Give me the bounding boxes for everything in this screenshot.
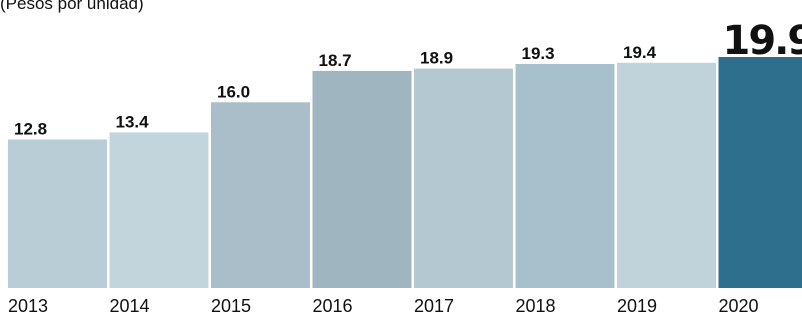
bar bbox=[110, 132, 209, 288]
bar bbox=[8, 139, 107, 288]
x-tick-label: 2020 bbox=[719, 296, 759, 316]
value-label: 12.8 bbox=[14, 119, 47, 138]
value-label: 19.9 bbox=[723, 18, 802, 64]
chart-subtitle: (Pesos por unidad) bbox=[0, 0, 144, 13]
bar bbox=[414, 69, 513, 288]
value-label: 19.4 bbox=[623, 43, 657, 62]
x-tick-label: 2018 bbox=[516, 296, 556, 316]
value-label: 18.7 bbox=[319, 51, 352, 70]
bar bbox=[516, 64, 615, 288]
value-label: 16.0 bbox=[217, 82, 250, 101]
bar bbox=[211, 102, 310, 288]
x-tick-label: 2014 bbox=[110, 296, 150, 316]
bar bbox=[719, 57, 802, 288]
chart: (Pesos por unidad) 12.8 2013 13.4 2014 16.0 2… bbox=[0, 0, 802, 319]
x-tick-label: 2016 bbox=[313, 296, 353, 316]
x-tick-label: 2019 bbox=[617, 296, 657, 316]
bar bbox=[313, 71, 412, 288]
x-tick-label: 2013 bbox=[8, 296, 48, 316]
value-label: 19.3 bbox=[522, 44, 555, 63]
value-label: 13.4 bbox=[116, 112, 150, 131]
value-label: 18.9 bbox=[420, 49, 453, 68]
x-tick-label: 2015 bbox=[211, 296, 251, 316]
bar bbox=[617, 63, 716, 288]
x-tick-label: 2017 bbox=[414, 296, 454, 316]
